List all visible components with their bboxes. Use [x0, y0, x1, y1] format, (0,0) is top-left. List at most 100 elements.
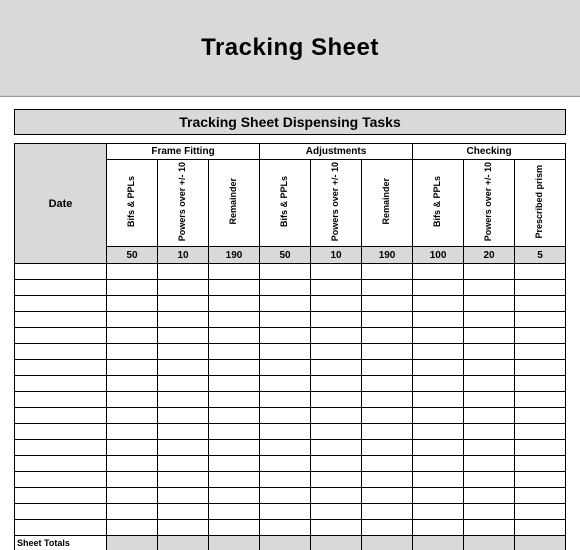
- footer-cell: [107, 536, 158, 550]
- data-cell: [260, 344, 311, 360]
- data-cell: [413, 264, 464, 280]
- footer-cell: [413, 536, 464, 550]
- header-row-groups: Date Frame Fitting Adjustments Checking: [15, 144, 566, 160]
- data-cell: [362, 424, 413, 440]
- data-cell: [260, 488, 311, 504]
- date-cell: [15, 280, 107, 296]
- footer-cell: [209, 536, 260, 550]
- data-cell: [260, 312, 311, 328]
- data-cell: [158, 504, 209, 520]
- target-header: 20: [464, 247, 515, 264]
- data-cell: [260, 440, 311, 456]
- data-cell: [515, 360, 566, 376]
- data-cell: [260, 280, 311, 296]
- data-cell: [464, 296, 515, 312]
- data-cell: [209, 312, 260, 328]
- data-cell: [158, 408, 209, 424]
- data-cell: [515, 280, 566, 296]
- data-cell: [209, 456, 260, 472]
- data-cell: [107, 280, 158, 296]
- data-cell: [362, 264, 413, 280]
- data-cell: [362, 440, 413, 456]
- data-cell: [260, 472, 311, 488]
- data-cell: [362, 472, 413, 488]
- date-cell: [15, 472, 107, 488]
- data-cell: [209, 440, 260, 456]
- data-cell: [464, 312, 515, 328]
- target-header: 10: [311, 247, 362, 264]
- data-cell: [158, 280, 209, 296]
- data-cell: [515, 504, 566, 520]
- target-header: 190: [362, 247, 413, 264]
- data-cell: [158, 456, 209, 472]
- data-cell: [413, 472, 464, 488]
- data-cell: [464, 424, 515, 440]
- data-cell: [260, 504, 311, 520]
- data-cell: [107, 488, 158, 504]
- date-cell: [15, 392, 107, 408]
- task-header: Prescribed prism: [515, 160, 566, 247]
- data-cell: [158, 296, 209, 312]
- table-row: [15, 296, 566, 312]
- data-cell: [464, 328, 515, 344]
- target-header: 5: [515, 247, 566, 264]
- data-cell: [413, 376, 464, 392]
- table-row: [15, 328, 566, 344]
- data-cell: [209, 360, 260, 376]
- banner: Tracking Sheet: [0, 0, 580, 96]
- data-cell: [515, 472, 566, 488]
- footer-cell: [158, 536, 209, 550]
- data-cell: [464, 504, 515, 520]
- table-row: [15, 392, 566, 408]
- footer-cell: [311, 536, 362, 550]
- footer-cell: [515, 536, 566, 550]
- data-cell: [311, 376, 362, 392]
- data-cell: [311, 424, 362, 440]
- data-cell: [464, 392, 515, 408]
- data-cell: [362, 392, 413, 408]
- data-cell: [413, 504, 464, 520]
- group-header-1: Adjustments: [260, 144, 413, 160]
- data-cell: [311, 520, 362, 536]
- date-cell: [15, 312, 107, 328]
- data-cell: [413, 440, 464, 456]
- data-cell: [515, 312, 566, 328]
- data-cell: [260, 264, 311, 280]
- data-cell: [413, 488, 464, 504]
- data-cell: [107, 408, 158, 424]
- data-cell: [311, 440, 362, 456]
- target-header: 100: [413, 247, 464, 264]
- data-cell: [311, 472, 362, 488]
- data-cell: [413, 392, 464, 408]
- date-cell: [15, 328, 107, 344]
- date-cell: [15, 440, 107, 456]
- table-row: [15, 504, 566, 520]
- data-cell: [158, 424, 209, 440]
- data-cell: [311, 280, 362, 296]
- data-cell: [515, 456, 566, 472]
- data-cell: [107, 376, 158, 392]
- data-cell: [311, 392, 362, 408]
- data-cell: [362, 488, 413, 504]
- data-cell: [515, 344, 566, 360]
- data-cell: [209, 520, 260, 536]
- date-cell: [15, 296, 107, 312]
- data-cell: [464, 344, 515, 360]
- data-cell: [158, 376, 209, 392]
- data-cell: [362, 376, 413, 392]
- data-cell: [260, 376, 311, 392]
- date-cell: [15, 520, 107, 536]
- table-row: [15, 440, 566, 456]
- date-cell: [15, 376, 107, 392]
- date-cell: [15, 456, 107, 472]
- task-header: Remainder: [209, 160, 260, 247]
- data-cell: [260, 520, 311, 536]
- task-header: Bifs & PPLs: [413, 160, 464, 247]
- banner-title: Tracking Sheet: [201, 34, 379, 62]
- table-row: [15, 360, 566, 376]
- data-cell: [209, 408, 260, 424]
- footer-label: Sheet Totals: [15, 536, 107, 550]
- data-cell: [413, 424, 464, 440]
- data-cell: [362, 328, 413, 344]
- data-cell: [209, 504, 260, 520]
